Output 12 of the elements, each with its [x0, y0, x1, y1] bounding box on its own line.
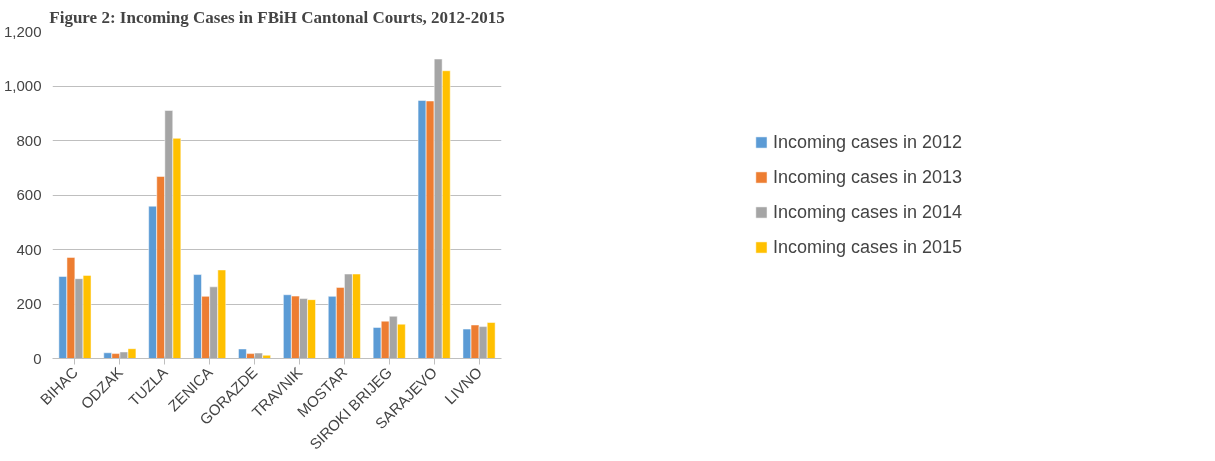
y-tick-label: 400 — [16, 240, 42, 258]
legend-label: Incoming cases in 2015 — [772, 236, 963, 258]
chart-title: Figure 2: Incoming Cases in FBiH Cantonal Courts, 2012-2015 — [49, 7, 505, 27]
legend-label: Incoming cases in 2014 — [772, 201, 963, 223]
y-tick-label: 600 — [16, 186, 42, 203]
legend-label: Incoming cases in 2012 — [772, 131, 963, 153]
y-tick-label: 200 — [16, 295, 42, 312]
legend-label: Incoming cases in 2013 — [772, 166, 963, 188]
y-tick-label: 1,200 — [3, 22, 42, 40]
y-tick-label: 1,000 — [3, 77, 42, 94]
y-tick-label: 0 — [33, 349, 42, 367]
y-tick-label: 800 — [16, 131, 42, 149]
